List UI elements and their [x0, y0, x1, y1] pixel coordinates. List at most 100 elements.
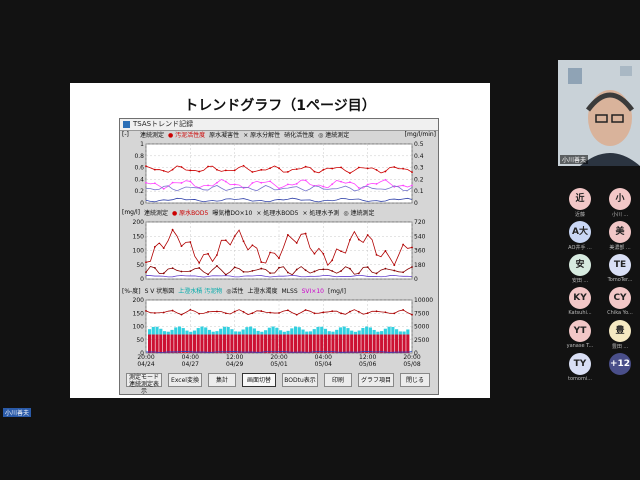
window-titlebar: TSASトレンド記録 [120, 119, 438, 131]
series-point [216, 168, 218, 171]
participant-item[interactable]: 小小川 ... [600, 188, 640, 218]
sv-bar-top [342, 326, 346, 335]
sv-bar [181, 334, 185, 353]
series-point [411, 246, 413, 249]
series-point [349, 267, 351, 270]
sv-bar [155, 334, 159, 353]
sv-bar-top [260, 331, 264, 335]
series-point [331, 183, 334, 186]
sv-bar [174, 334, 178, 353]
series-point [224, 239, 227, 242]
participant-item[interactable]: +12 [600, 353, 640, 376]
x-tick-date: 05/01 [270, 361, 288, 368]
series-point [269, 311, 272, 314]
sv-bar [211, 334, 215, 353]
series-point [198, 312, 201, 315]
sv-bar-top [383, 328, 387, 335]
sv-bar-top [226, 326, 230, 335]
series-point [260, 310, 263, 312]
sv-bar [237, 334, 241, 353]
sv-bar-top [402, 331, 406, 335]
participant-item[interactable]: 美美濃部 ... [600, 221, 640, 251]
sv-bar-top [357, 330, 361, 335]
sv-bar [252, 334, 256, 353]
participant-item[interactable]: CY Chika Yo... [600, 287, 640, 316]
participant-item[interactable]: TY tomomi... [560, 353, 600, 382]
series-point [216, 254, 218, 256]
series-point [207, 252, 209, 255]
series-point [198, 170, 201, 173]
sv-bar [398, 334, 402, 353]
series-point [402, 243, 405, 246]
sv-bar [271, 334, 275, 353]
series-point [375, 169, 378, 171]
series-point [171, 228, 174, 231]
series-point [162, 169, 165, 172]
sv-bar-top [290, 328, 294, 335]
series-point [366, 234, 369, 236]
participant-name: 豊田 ... [611, 344, 629, 350]
sv-bar-top [376, 331, 380, 335]
y-tick-label-right: 0.1 [414, 188, 424, 195]
series-point [233, 169, 236, 172]
x-axis-labels: 20:00 04/24 04:00 04/27 12:00 04/29 20:00 05/01… [120, 354, 438, 370]
series-point [313, 252, 316, 255]
bod-display-button[interactable]: BODtu表示 [282, 373, 318, 387]
sv-bar-top [155, 326, 159, 335]
participant-item[interactable]: A大 AO井手 ... [560, 221, 600, 251]
sv-bar [241, 334, 245, 353]
measure-mode-button[interactable]: 測定モード 連続測定表示 [126, 373, 162, 395]
participant-item[interactable]: 安安田 ... [560, 254, 600, 284]
sv-bar-top [346, 328, 350, 335]
sv-bar [342, 334, 346, 353]
series-point [233, 266, 236, 269]
presenter-video[interactable]: 小川善夫 [558, 60, 640, 166]
participant-item[interactable]: 近近藤 [560, 188, 600, 218]
sv-bar-top [365, 326, 369, 335]
sv-bar [320, 334, 324, 353]
series-point [278, 312, 280, 314]
series-point [260, 261, 263, 263]
sv-bar-top [170, 329, 174, 335]
avatar: TY [569, 353, 591, 375]
sv-bar-top [162, 331, 167, 335]
series-point [171, 181, 174, 184]
series-point [384, 249, 387, 252]
sv-bar-top [338, 327, 343, 335]
participant-item[interactable]: TE TomoTer... [600, 254, 640, 283]
sv-bar [148, 334, 152, 353]
series-point [322, 268, 325, 271]
series-point [366, 183, 369, 186]
sv-bar-top [297, 327, 301, 335]
series-point [340, 180, 342, 183]
sv-bar-top [350, 330, 354, 335]
participant-item[interactable]: 豊豊田 ... [600, 320, 640, 350]
x-tick-time: 20:00 [270, 354, 288, 361]
series-point [322, 311, 325, 314]
summary-button[interactable]: 集計 [208, 373, 236, 387]
excel-export-button[interactable]: Excel変換 [168, 373, 202, 387]
sv-bar [350, 334, 354, 353]
close-button[interactable]: 閉じる [400, 373, 430, 387]
y-tick-label-left: 0.6 [134, 165, 144, 172]
series-point [340, 166, 342, 169]
participant-name: Chika Yo... [607, 310, 633, 316]
sv-bar [267, 334, 271, 353]
participant-item[interactable]: KY Katsuhi... [560, 287, 600, 316]
sv-bar [249, 334, 253, 353]
panel1-plot: 1 0.5 0.8 0.4 0.6 0.3 0.4 0.2 0.2 0.1 0 0 [134, 141, 424, 207]
sv-bar-top [196, 328, 200, 335]
graph-items-button[interactable]: グラフ項目 [358, 373, 394, 387]
series-point [224, 273, 227, 276]
y-tick-label-right: 2500 [414, 337, 429, 344]
sv-bar-top [159, 328, 163, 335]
x-tick-time: 04:00 [314, 354, 332, 361]
print-button[interactable]: 印刷 [324, 373, 352, 387]
series-point [242, 164, 245, 167]
series-point [349, 181, 351, 184]
x-tick-time: 20:00 [137, 354, 155, 361]
participant-item[interactable]: YT yanase T... [560, 320, 600, 349]
series-point [340, 312, 342, 315]
screen-switch-button[interactable]: 画面切替 [242, 373, 276, 387]
x-tick-label: 12:00 05/06 [353, 354, 383, 368]
